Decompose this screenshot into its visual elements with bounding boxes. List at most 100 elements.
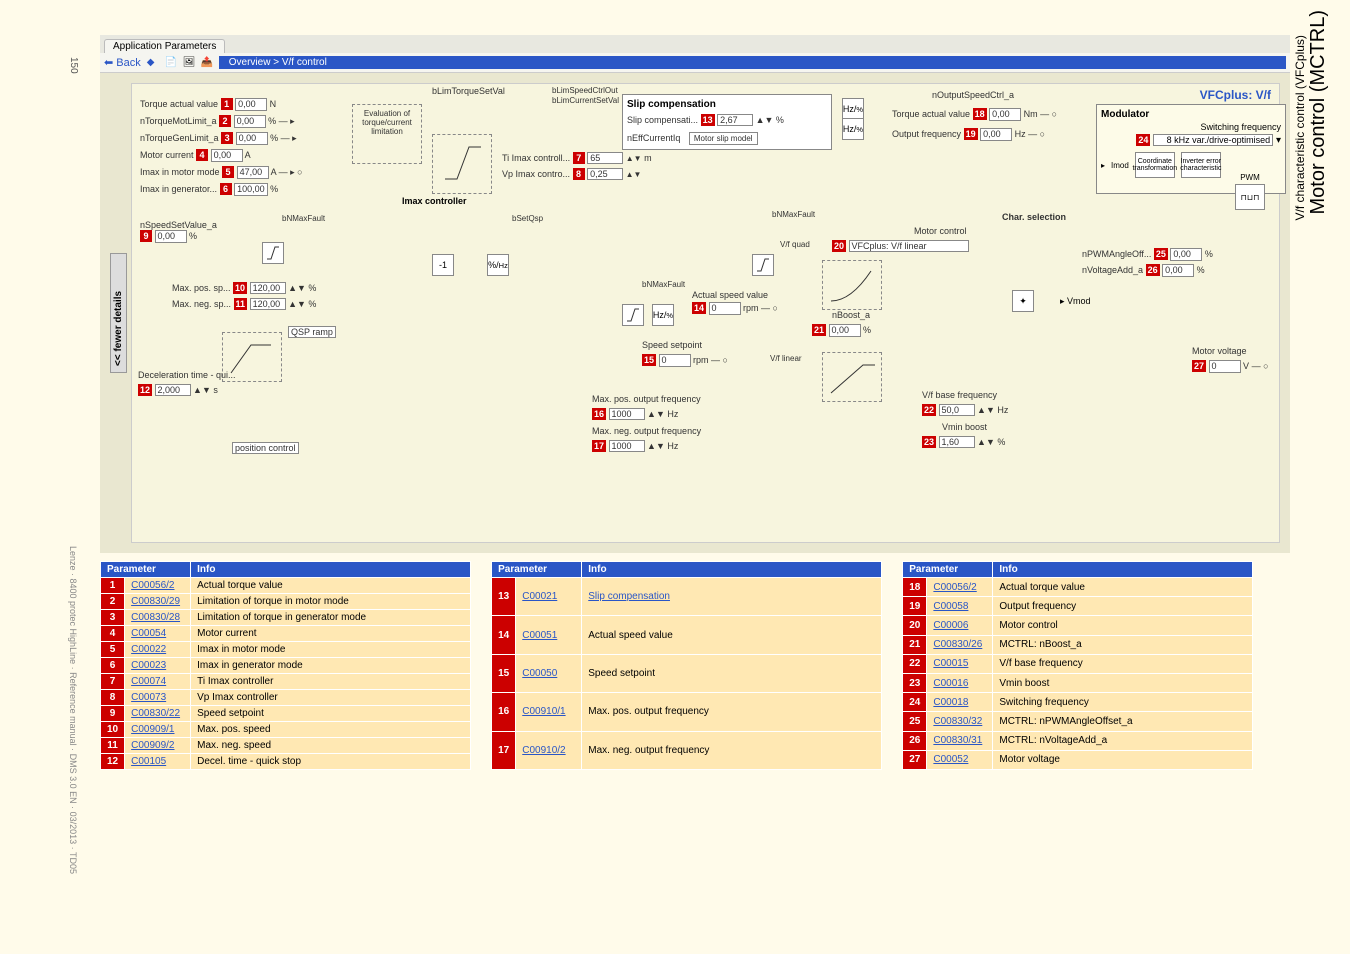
info-cell: Vmin boost <box>993 673 1253 692</box>
info-cell: Limitation of torque in generator mode <box>191 610 471 626</box>
vf-linear: V/f linear <box>770 354 802 363</box>
nav-fwd-icon[interactable]: ◆ <box>147 57 159 69</box>
table-row: 3 C00830/28 Limitation of torque in genera… <box>101 610 471 626</box>
blim-speed-ctrl: bLimSpeedCtrlOut <box>552 86 618 95</box>
ti-imax-value[interactable]: 65 <box>587 152 623 164</box>
torque-actual-label: Torque actual value <box>140 99 218 109</box>
u5: A <box>271 167 277 177</box>
info-cell: Actual speed value <box>582 616 882 654</box>
badge-5: 5 <box>222 166 234 178</box>
info-cell: MCTRL: nVoltageAdd_a <box>993 731 1253 750</box>
param-link[interactable]: C00830/29 <box>131 596 180 607</box>
param-link[interactable]: C00830/28 <box>131 612 180 623</box>
max-neg-sp-value[interactable]: 120,00 <box>250 298 286 310</box>
param-link[interactable]: C00074 <box>131 676 166 687</box>
imax-gen-value: 100,00 <box>234 183 268 196</box>
param-link[interactable]: C00050 <box>522 668 557 679</box>
decel-value[interactable]: 2,000 <box>155 384 191 396</box>
eval-torque-label: Evaluation of torque/current limitation <box>357 109 417 136</box>
param-link[interactable]: C00910/2 <box>522 745 565 756</box>
max-neg-out-value[interactable]: 1000 <box>609 440 645 452</box>
info-link[interactable]: Slip compensation <box>588 591 670 602</box>
torque-actual2-label: Torque actual value <box>892 109 970 119</box>
row-number: 11 <box>101 738 125 754</box>
badge-6: 6 <box>220 183 232 195</box>
info-cell: Decel. time - quick stop <box>191 754 471 770</box>
info-cell: MCTRL: nBoost_a <box>993 635 1253 654</box>
curve-block-1 <box>822 260 882 310</box>
vf-base-value[interactable]: 50,0 <box>939 404 975 416</box>
npwmangleoff-unit: % <box>1205 249 1213 259</box>
bnmaxfault-3: bNMaxFault <box>642 280 685 289</box>
nspeedsetvalue-label: nSpeedSetValue_a <box>140 220 217 230</box>
param-link[interactable]: C00058 <box>933 601 968 612</box>
param-link[interactable]: C00051 <box>522 630 557 641</box>
param-link[interactable]: C00909/2 <box>131 740 174 751</box>
row-number: 24 <box>903 693 927 712</box>
vmin-boost-value[interactable]: 1,60 <box>939 436 975 448</box>
row-number: 2 <box>101 594 125 610</box>
tab-bar: Application Parameters <box>100 35 1290 53</box>
param-link[interactable]: C00830/22 <box>131 708 180 719</box>
param-link[interactable]: C00073 <box>131 692 166 703</box>
switching-freq-select[interactable]: 8 kHz var./drive-optimised <box>1153 134 1273 146</box>
table-row: 7C00074Ti Imax controller <box>101 674 471 690</box>
table-row: 10C00909/1Max. pos. speed <box>101 722 471 738</box>
param-link[interactable]: C00056/2 <box>933 582 976 593</box>
param-link[interactable]: C00910/1 <box>522 706 565 717</box>
row-number: 9 <box>101 706 125 722</box>
decel-label: Deceleration time - qui... <box>138 370 236 380</box>
param-link[interactable]: C00830/26 <box>933 639 982 650</box>
info-cell: MCTRL: nPWMAngleOffset_a <box>993 712 1253 731</box>
breadcrumb[interactable]: Overview > V/f control <box>219 56 1286 69</box>
output-freq-label: Output frequency <box>892 129 961 139</box>
max-neg-out-label: Max. neg. output frequency <box>592 426 701 436</box>
position-control-link[interactable]: position control <box>232 442 299 454</box>
toolbar: ⬅ Back ◆ 📄 🖼 📤 Overview > V/f control <box>100 53 1290 73</box>
param-link[interactable]: C00052 <box>933 754 968 765</box>
param-link[interactable]: C00105 <box>131 756 166 767</box>
row-number: 14 <box>492 616 516 654</box>
table-row: 1C00056/2Actual torque value <box>101 578 471 594</box>
param-link[interactable]: C00016 <box>933 678 968 689</box>
info-cell: Speed setpoint <box>582 654 882 692</box>
table-row: 23C00016Vmin boost <box>903 673 1253 692</box>
motor-control-select[interactable]: VFCplus: V/f linear <box>849 240 969 252</box>
slip-comp-value[interactable]: 2,67 <box>717 114 753 126</box>
vp-imax-value[interactable]: 0,25 <box>587 168 623 180</box>
output-freq-value: 0,00 <box>980 128 1012 141</box>
copy-icon[interactable]: 📄 <box>165 57 177 69</box>
vp-imax-label: Vp Imax contro... <box>502 169 570 179</box>
badge-12: 12 <box>138 384 152 396</box>
max-pos-out-value[interactable]: 1000 <box>609 408 645 420</box>
param-link[interactable]: C00015 <box>933 658 968 669</box>
info-cell: Imax in generator mode <box>191 658 471 674</box>
param-link[interactable]: C00022 <box>131 644 166 655</box>
row-number: 3 <box>101 610 125 626</box>
modulator-label: Modulator <box>1101 109 1281 120</box>
table-row: 20C00006Motor control <box>903 616 1253 635</box>
param-link[interactable]: C00830/31 <box>933 735 982 746</box>
info-cell: V/f base frequency <box>993 654 1253 673</box>
motor-control-label: Motor control <box>914 226 967 236</box>
param-link[interactable]: C00056/2 <box>131 580 174 591</box>
max-pos-sp-value[interactable]: 120,00 <box>250 282 286 294</box>
block-limiter-2 <box>262 242 284 264</box>
param-link[interactable]: C00018 <box>933 697 968 708</box>
tab-application-parameters[interactable]: Application Parameters <box>104 39 225 53</box>
param-link[interactable]: C00909/1 <box>131 724 174 735</box>
table-row: 13C00021Slip compensation <box>492 578 882 616</box>
send-icon[interactable]: 📤 <box>201 57 213 69</box>
fewer-details-button[interactable]: << fewer details <box>110 253 127 373</box>
back-button[interactable]: ⬅ Back <box>104 56 141 69</box>
speed-setpoint-unit: rpm <box>693 355 709 365</box>
param-link[interactable]: C00023 <box>131 660 166 671</box>
param-link[interactable]: C00006 <box>933 620 968 631</box>
param-link[interactable]: C00054 <box>131 628 166 639</box>
param-link[interactable]: C00021 <box>522 591 557 602</box>
param-link[interactable]: C00830/32 <box>933 716 982 727</box>
image-icon[interactable]: 🖼 <box>183 57 195 69</box>
torque-actual-unit: N <box>270 99 277 109</box>
badge-7: 7 <box>573 152 585 164</box>
conv-block: %/Hz <box>487 254 509 276</box>
